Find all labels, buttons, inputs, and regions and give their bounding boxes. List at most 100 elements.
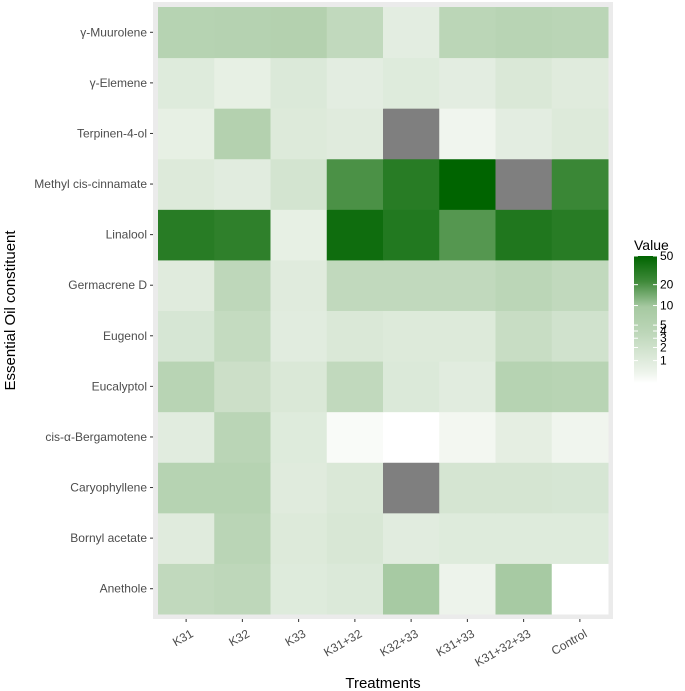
heatmap-cell xyxy=(551,512,609,564)
heatmap-cell xyxy=(270,259,328,311)
heatmap-cell xyxy=(214,411,271,463)
heatmap-cell xyxy=(326,462,384,514)
heatmap-cell xyxy=(439,411,496,463)
heatmap-cell xyxy=(495,563,553,615)
heatmap-cell xyxy=(551,108,609,160)
heatmap-cell xyxy=(214,310,271,362)
y-tick-label: γ-Elemene xyxy=(90,76,148,90)
heatmap-cell xyxy=(214,7,271,59)
heatmap-cell xyxy=(214,108,271,160)
heatmap-cell xyxy=(495,411,553,463)
heatmap-cells xyxy=(158,7,609,615)
heatmap-cell xyxy=(439,259,496,311)
heatmap-cell xyxy=(326,158,384,210)
colorbar-tick-label: 10 xyxy=(660,299,674,313)
heatmap-cell xyxy=(439,108,496,160)
heatmap-cell xyxy=(495,57,553,109)
heatmap-cell xyxy=(551,411,609,463)
y-tick-label: Anethole xyxy=(100,582,148,596)
heatmap-cell xyxy=(495,209,553,261)
heatmap-cell xyxy=(326,361,384,413)
heatmap-cell xyxy=(383,209,440,261)
heatmap-cell xyxy=(270,209,328,261)
x-tick-label: K32+33 xyxy=(377,626,420,659)
x-tick-label: K31+33 xyxy=(434,626,477,659)
heatmap-cell xyxy=(214,158,271,210)
colorbar-tick-label: 2 xyxy=(660,341,667,355)
y-tick-label: Bornyl acetate xyxy=(70,531,147,545)
colorbar-tick-label: 1 xyxy=(660,354,667,368)
heatmap-cell xyxy=(495,7,553,59)
heatmap-cell xyxy=(383,512,440,564)
heatmap-cell xyxy=(214,259,271,311)
y-axis-ticks: Anethole Bornyl acetate Caryophyllene cis-α… xyxy=(34,25,153,596)
y-tick-label: Methyl cis-cinnamate xyxy=(34,177,147,191)
heatmap-cell xyxy=(158,563,215,615)
heatmap-cell xyxy=(439,310,496,362)
heatmap-cell xyxy=(383,411,440,463)
heatmap-cell xyxy=(158,310,215,362)
x-axis-title: Treatments xyxy=(345,675,420,691)
y-tick-label: Germacrene D xyxy=(68,278,147,292)
heatmap-cell xyxy=(158,462,215,514)
heatmap-cell xyxy=(495,259,553,311)
heatmap-cell xyxy=(495,361,553,413)
heatmap-cell xyxy=(551,310,609,362)
heatmap-cell xyxy=(214,512,271,564)
heatmap-cell xyxy=(158,259,215,311)
heatmap-cell xyxy=(439,57,496,109)
heatmap-cell xyxy=(326,310,384,362)
heatmap-cell xyxy=(551,57,609,109)
colorbar-tick-label: 20 xyxy=(660,278,674,292)
x-tick-label: K32 xyxy=(226,626,252,649)
heatmap-cell xyxy=(383,259,440,311)
heatmap-cell xyxy=(439,209,496,261)
heatmap-cell xyxy=(270,361,328,413)
heatmap-cell xyxy=(214,563,271,615)
heatmap-cell xyxy=(551,361,609,413)
heatmap-cell xyxy=(270,310,328,362)
heatmap-cell xyxy=(158,57,215,109)
heatmap-cell xyxy=(270,462,328,514)
heatmap-cell xyxy=(326,512,384,564)
heatmap-cell xyxy=(383,108,440,160)
heatmap-cell xyxy=(551,462,609,514)
y-tick-label: Eucalyptol xyxy=(92,379,147,393)
heatmap-cell xyxy=(326,209,384,261)
heatmap-cell xyxy=(439,7,496,59)
colorbar-tick-label: 3 xyxy=(660,331,667,345)
heatmap-cell xyxy=(158,411,215,463)
heatmap-cell xyxy=(383,462,440,514)
y-axis-title: Essential Oil constituent xyxy=(2,230,19,391)
heatmap-cell xyxy=(270,563,328,615)
heatmap-cell xyxy=(383,57,440,109)
legend-title: Value xyxy=(634,237,669,253)
heatmap-cell xyxy=(495,158,553,210)
colorbar-tick-label: 5 xyxy=(660,318,667,332)
y-tick-label: γ-Muurolene xyxy=(80,25,147,39)
heatmap-cell xyxy=(439,563,496,615)
heatmap-cell xyxy=(495,310,553,362)
heatmap-cell xyxy=(326,563,384,615)
heatmap-cell xyxy=(551,563,609,615)
heatmap-cell xyxy=(439,158,496,210)
heatmap-cell xyxy=(383,7,440,59)
heatmap-cell xyxy=(158,7,215,59)
heatmap-cell xyxy=(214,209,271,261)
heatmap-cell xyxy=(270,108,328,160)
y-tick-label: cis-α-Bergamotene xyxy=(45,430,147,444)
heatmap-cell xyxy=(326,259,384,311)
heatmap-cell xyxy=(551,7,609,59)
heatmap-cell xyxy=(158,512,215,564)
heatmap-cell xyxy=(326,108,384,160)
heatmap-cell xyxy=(158,361,215,413)
heatmap-cell xyxy=(270,158,328,210)
heatmap-cell xyxy=(326,57,384,109)
heatmap-cell xyxy=(270,411,328,463)
y-tick-label: Eugenol xyxy=(103,329,147,343)
heatmap-cell xyxy=(214,462,271,514)
heatmap-cell xyxy=(439,512,496,564)
